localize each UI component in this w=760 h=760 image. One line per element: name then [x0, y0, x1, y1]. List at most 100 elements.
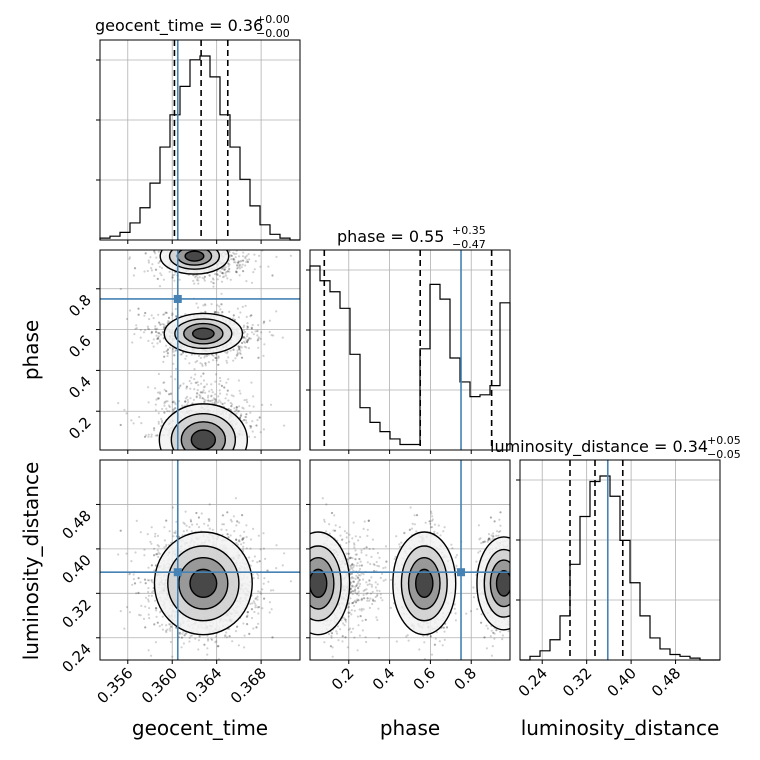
sample-point: [243, 418, 246, 422]
sample-point: [226, 511, 229, 514]
sample-point: [220, 384, 223, 387]
sample-point: [223, 386, 226, 389]
sample-point: [150, 332, 153, 335]
sample-point: [166, 352, 169, 355]
sample-point: [162, 327, 165, 330]
sample-point: [234, 261, 237, 264]
sample-point: [232, 314, 235, 317]
sample-point: [157, 551, 160, 554]
sample-point: [197, 306, 200, 309]
sample-point: [218, 274, 222, 278]
sample-point: [181, 404, 184, 407]
sample-point: [257, 339, 260, 342]
sample-point: [253, 610, 256, 614]
sample-point: [219, 270, 222, 273]
sample-point: [178, 278, 181, 281]
sample-point: [257, 336, 260, 339]
sample-point: [174, 532, 177, 535]
sample-point: [187, 401, 190, 404]
sample-point: [245, 398, 248, 401]
sample-point: [147, 600, 150, 603]
sample-point: [241, 259, 245, 262]
sample-point: [221, 402, 224, 406]
sample-point: [225, 636, 228, 639]
sample-point: [157, 397, 160, 400]
sample-point: [163, 381, 166, 384]
sample-point: [258, 254, 261, 257]
sample-point: [252, 577, 255, 580]
sample-point: [143, 554, 146, 557]
sample-point: [125, 412, 128, 415]
sample-point: [154, 325, 157, 328]
sample-point: [196, 389, 199, 392]
sample-point: [214, 393, 217, 396]
sample-point: [189, 634, 192, 638]
sample-point: [147, 649, 150, 652]
hist-geocent_time-border: [99, 39, 301, 241]
sample-point: [246, 340, 249, 343]
sample-point: [182, 521, 185, 524]
sample-point: [228, 270, 231, 273]
sample-point: [221, 514, 224, 517]
sample-point: [147, 435, 150, 438]
sample-point: [148, 617, 151, 620]
sample-point: [146, 579, 149, 582]
sample-point: [235, 270, 238, 273]
sample-point: [142, 331, 146, 334]
sample-point: [163, 350, 166, 354]
sample-point: [135, 592, 138, 595]
sample-point: [216, 311, 219, 314]
sample-point: [223, 275, 226, 278]
sample-point: [157, 261, 160, 265]
sample-point: [184, 400, 187, 403]
sample-point: [154, 535, 157, 538]
sample-point: [228, 250, 231, 253]
sample-point: [181, 636, 184, 639]
sample-point: [206, 241, 208, 243]
sample-point: [168, 623, 171, 626]
sample-point: [209, 245, 211, 247]
sample-point: [186, 403, 189, 406]
sample-point: [246, 259, 249, 262]
sample-point: [242, 326, 245, 329]
sample-point: [268, 611, 271, 614]
sample-point: [228, 635, 231, 638]
sample-point: [154, 268, 158, 271]
sample-point: [222, 514, 225, 517]
sample-point: [215, 272, 218, 275]
sample-point: [229, 401, 232, 405]
sample-point: [250, 608, 253, 611]
sample-point: [226, 389, 229, 392]
sample-point: [248, 556, 251, 559]
sample-point: [246, 327, 249, 330]
sample-point: [224, 266, 227, 269]
sample-point: [156, 544, 159, 547]
sample-point: [241, 538, 244, 541]
sample-point: [226, 270, 229, 273]
sample-point: [260, 331, 263, 334]
sample-point: [168, 404, 171, 407]
sample-point: [199, 395, 202, 398]
sample-point: [233, 410, 236, 413]
sample-point: [289, 580, 292, 583]
sample-point: [230, 405, 233, 408]
sample-point: [214, 400, 217, 404]
sample-point: [261, 403, 264, 406]
sample-point: [144, 329, 147, 332]
sample-point: [257, 324, 260, 327]
sample-point: [171, 276, 174, 279]
sample-point: [153, 274, 156, 277]
sample-point: [165, 344, 168, 347]
sample-point: [218, 305, 221, 308]
sample-point: [215, 357, 218, 360]
panel-hist-luminosity_distance-bg: [520, 460, 720, 660]
sample-point: [157, 412, 160, 415]
sample-point: [228, 627, 231, 631]
sample-point: [158, 260, 161, 263]
sample-point: [213, 311, 217, 314]
sample-point: [211, 399, 214, 402]
sample-point: [150, 269, 153, 272]
sample-point: [208, 244, 210, 246]
sample-point: [250, 331, 254, 334]
sample-point: [242, 329, 246, 332]
